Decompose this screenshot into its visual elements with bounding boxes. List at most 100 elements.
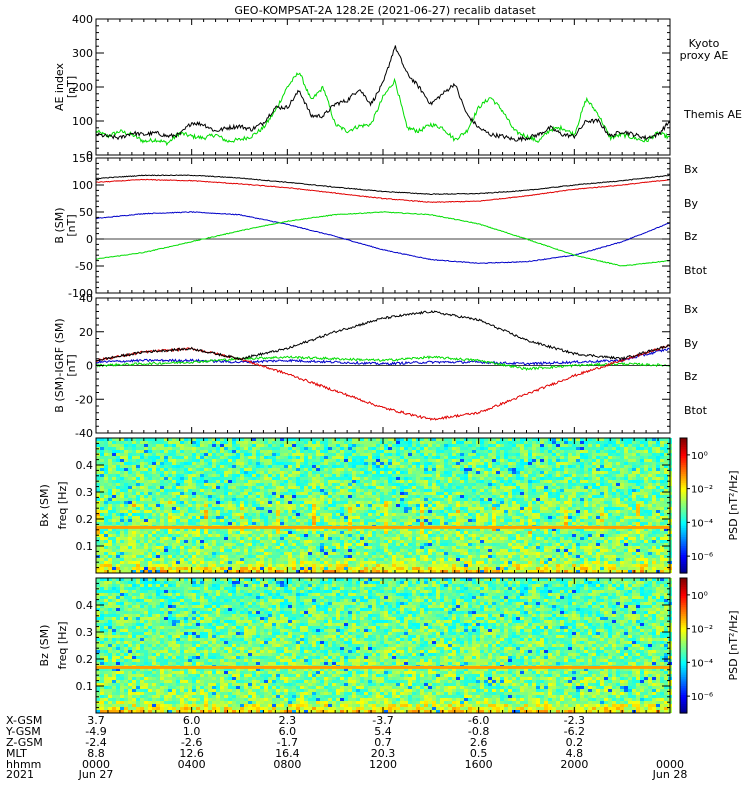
spectrogram-cell	[648, 489, 652, 492]
spectrogram-cell	[112, 444, 116, 447]
spectrogram-cell	[516, 510, 520, 513]
spectrogram-cell	[604, 453, 608, 456]
spectrogram-cell	[620, 504, 624, 507]
spectrogram-cell	[620, 465, 624, 468]
spectrogram-cell	[144, 477, 148, 480]
spectrogram-cell	[636, 504, 640, 507]
spectrogram-cell	[236, 510, 240, 513]
spectrogram-cell	[208, 456, 212, 459]
spectrogram-cell	[664, 471, 668, 474]
spectrogram-cell	[228, 459, 232, 462]
spectrogram-cell	[516, 486, 520, 489]
spectrogram-cell	[552, 438, 556, 441]
spectrogram-cell	[608, 528, 612, 531]
spectrogram-cell	[468, 450, 472, 453]
spectrogram-cell	[552, 513, 556, 516]
spectrogram-cell	[588, 501, 592, 504]
spectrogram-cell	[520, 519, 524, 522]
spectrogram-cell	[308, 486, 312, 489]
spectrogram-cell	[220, 480, 224, 483]
spectrogram-cell	[212, 510, 216, 513]
spectrogram-cell	[184, 444, 188, 447]
spectrogram-cell	[172, 444, 176, 447]
spectrogram-cell	[504, 501, 508, 504]
spectrogram-cell	[384, 510, 388, 513]
spectrogram-cell	[100, 531, 104, 534]
spectrogram-cell	[480, 462, 484, 465]
spectrogram-cell	[436, 444, 440, 447]
spectrogram-cell	[108, 489, 112, 492]
spectrogram-cell	[312, 459, 316, 462]
spectrogram-cell	[336, 513, 340, 516]
spectrogram-cell	[456, 507, 460, 510]
spectrogram-cell	[208, 516, 212, 519]
spectrogram-cell	[320, 513, 324, 516]
spectrogram-cell	[596, 528, 600, 531]
spectrogram-cell	[504, 444, 508, 447]
spectrogram-cell	[312, 486, 316, 489]
spectrogram-cell	[488, 513, 492, 516]
spectrogram-cell	[656, 513, 660, 516]
spectrogram-cell	[308, 498, 312, 501]
spectrogram-cell	[484, 492, 488, 495]
spectrogram-cell	[636, 456, 640, 459]
spectrogram-cell	[568, 501, 572, 504]
spectrogram-cell	[388, 528, 392, 531]
spectrogram-cell	[488, 516, 492, 519]
spectrogram-cell	[368, 489, 372, 492]
spectrogram-cell	[136, 459, 140, 462]
spectrogram-cell	[596, 519, 600, 522]
spectrogram-cell	[196, 522, 200, 525]
spectrogram-cell	[660, 504, 664, 507]
spectrogram-cell	[104, 486, 108, 489]
spectrogram-cell	[272, 441, 276, 444]
spectrogram-cell	[548, 477, 552, 480]
spectrogram-cell	[192, 474, 196, 477]
spectrogram-cell	[136, 477, 140, 480]
spectrogram-cell	[328, 510, 332, 513]
spectrogram-cell	[372, 483, 376, 486]
spectrogram-cell	[292, 468, 296, 471]
spectrogram-cell	[160, 510, 164, 513]
spectrogram-cell	[432, 522, 436, 525]
spectrogram-cell	[116, 447, 120, 450]
spectrogram-cell	[552, 483, 556, 486]
spectrogram-cell	[180, 438, 184, 441]
spectrogram-cell	[596, 456, 600, 459]
spectrogram-cell	[492, 441, 496, 444]
spectrogram-cell	[624, 489, 628, 492]
spectrogram-cell	[556, 459, 560, 462]
spectrogram-cell	[328, 441, 332, 444]
spectrogram-cell	[228, 468, 232, 471]
spectrogram-cell	[408, 480, 412, 483]
spectrogram-cell	[272, 498, 276, 501]
spectrogram-cell	[348, 453, 352, 456]
spectrogram-cell	[340, 462, 344, 465]
spectrogram-cell	[156, 498, 160, 501]
spectrogram-cell	[156, 519, 160, 522]
spectrogram-cell	[288, 492, 292, 495]
spectrogram-cell	[288, 486, 292, 489]
spectrogram-cell	[196, 489, 200, 492]
spectrogram-cell	[464, 480, 468, 483]
spectrogram-cell	[164, 462, 168, 465]
spectrogram-cell	[148, 471, 152, 474]
spectrogram-cell	[584, 465, 588, 468]
spectrogram-cell	[408, 486, 412, 489]
spectrogram-cell	[260, 465, 264, 468]
spectrogram-cell	[532, 501, 536, 504]
spectrogram-cell	[336, 468, 340, 471]
spectrogram-cell	[380, 465, 384, 468]
spectrogram-cell	[516, 498, 520, 501]
spectrogram-cell	[516, 456, 520, 459]
spectrogram-cell	[164, 474, 168, 477]
spectrogram-cell	[184, 450, 188, 453]
spectrogram-cell	[564, 498, 568, 501]
spectrogram-cell	[640, 501, 644, 504]
spectrogram-cell	[416, 456, 420, 459]
spectrogram-cell	[100, 480, 104, 483]
spectrogram-cell	[172, 456, 176, 459]
spectrogram-cell	[504, 441, 508, 444]
spectrogram-cell	[216, 477, 220, 480]
spectrogram-cell	[400, 519, 404, 522]
